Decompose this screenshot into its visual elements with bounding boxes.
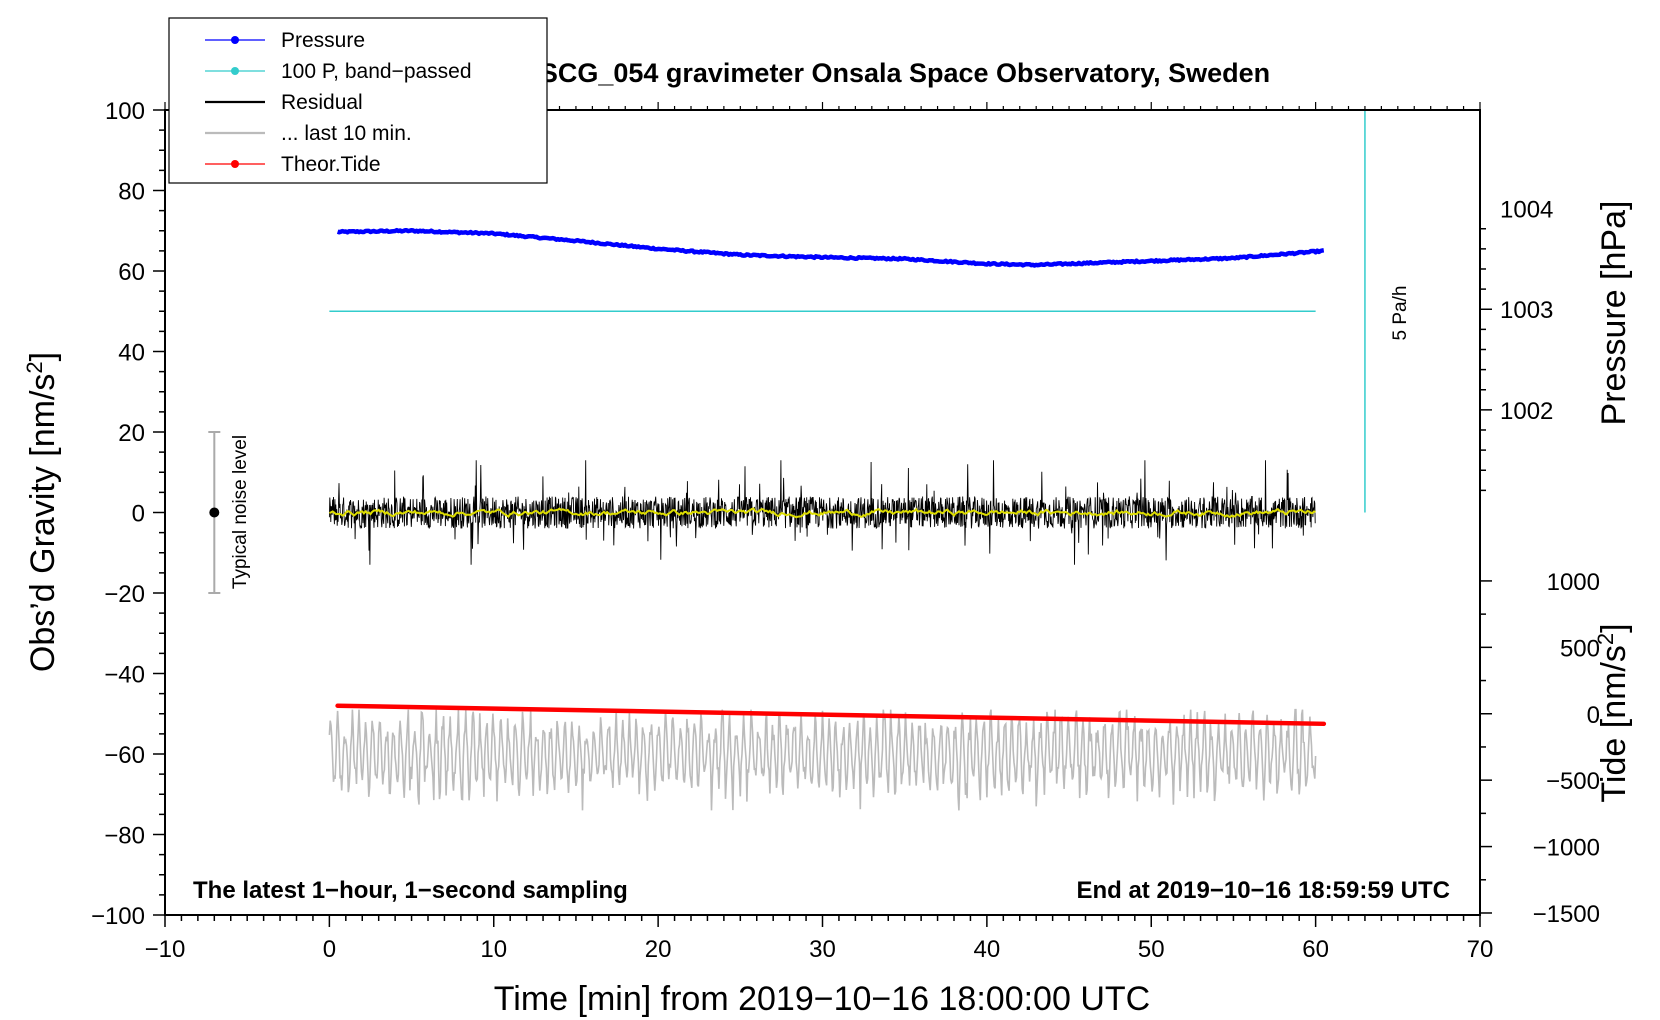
y-tick-label: −80 xyxy=(104,823,145,850)
y-tick-label: 40 xyxy=(118,340,145,367)
legend-item: 100 P, band−passed xyxy=(205,60,472,83)
tide-tick-label: −1500 xyxy=(1533,901,1600,928)
legend-marker xyxy=(231,36,239,44)
y-axis-title-pressure: Pressure [hPa] xyxy=(1595,201,1633,426)
noise-marker-dot xyxy=(209,507,220,518)
y-tick-label: 80 xyxy=(118,179,145,206)
legend-label: 100 P, band−passed xyxy=(281,60,472,83)
legend-label: Theor.Tide xyxy=(281,153,381,176)
y-axis-title-left-sup: 2 xyxy=(22,361,47,373)
y-tick-label: 0 xyxy=(132,501,145,528)
legend-marker xyxy=(231,160,239,168)
series-theor-tide xyxy=(335,703,1327,727)
noise-level-label: Typical noise level xyxy=(230,435,251,589)
x-tick-label: 20 xyxy=(645,936,672,963)
y-tick-label: −20 xyxy=(104,581,145,608)
legend-box xyxy=(168,17,548,184)
x-tick-label: 10 xyxy=(480,936,507,963)
pressure-tick-label: 1002 xyxy=(1500,398,1553,425)
chart-title: SCG_054 gravimeter Onsala Space Observat… xyxy=(540,58,1270,88)
y-axis-title-tide-sup: 2 xyxy=(1593,633,1618,645)
series-layer xyxy=(208,110,1366,811)
series-residual-smoothed xyxy=(329,507,1316,519)
x-tick-label: 60 xyxy=(1302,936,1329,963)
tide-tick-label: −1000 xyxy=(1533,835,1600,862)
x-tick-label: 70 xyxy=(1467,936,1494,963)
series-last-10-min xyxy=(328,708,1317,811)
y-tick-label: 60 xyxy=(118,259,145,286)
legend-label: Residual xyxy=(281,91,363,114)
tide-tick-label: 0 xyxy=(1587,702,1600,729)
y-tick-label: 20 xyxy=(118,420,145,447)
legend-item: Theor.Tide xyxy=(205,153,381,176)
tide-tick-label: −500 xyxy=(1546,768,1600,795)
legend-marker xyxy=(231,67,239,75)
x-tick-label: 0 xyxy=(323,936,336,963)
annotation-right: End at 2019−10−16 18:59:59 UTC xyxy=(1076,877,1450,904)
legend: Pressure 100 P, band−passed Residual ... la… xyxy=(168,17,548,184)
series-pressure xyxy=(336,227,1325,268)
x-tick-label: 40 xyxy=(974,936,1001,963)
legend-label: Pressure xyxy=(281,29,365,52)
rate-scale-label: 5 Pa/h xyxy=(1390,286,1411,341)
legend-label: ... last 10 min. xyxy=(281,122,412,145)
y-axis-title-tide: Tide [nm/s2] xyxy=(1593,623,1634,802)
y-tick-label: −60 xyxy=(104,742,145,769)
legend-item: Residual xyxy=(205,91,363,114)
x-tick-label: 30 xyxy=(809,936,836,963)
pressure-tick-label: 1003 xyxy=(1500,297,1553,324)
x-tick-label: −10 xyxy=(145,936,186,963)
tide-tick-label: 1000 xyxy=(1547,569,1600,596)
y-tick-label: −40 xyxy=(104,662,145,689)
y-axis-title-left: Obs’d Gravity [nm/s2] xyxy=(22,352,63,672)
tide-tick-label: 500 xyxy=(1560,635,1600,662)
ticks-layer: −10 0 10 20 30 40 50 60 70−100−80−60−40−20020406… xyxy=(91,98,1600,963)
series-residual xyxy=(328,460,1316,565)
x-tick-label: 50 xyxy=(1138,936,1165,963)
y-tick-label: −100 xyxy=(91,903,145,930)
y-tick-label: 100 xyxy=(105,98,145,125)
legend-item: Pressure xyxy=(205,29,365,52)
legend-item: ... last 10 min. xyxy=(205,122,412,145)
x-axis-title: Time [min] from 2019−10−16 18:00:00 UTC xyxy=(494,980,1150,1018)
annotation-left: The latest 1−hour, 1−second sampling xyxy=(193,877,628,904)
pressure-tick-label: 1004 xyxy=(1500,197,1553,224)
